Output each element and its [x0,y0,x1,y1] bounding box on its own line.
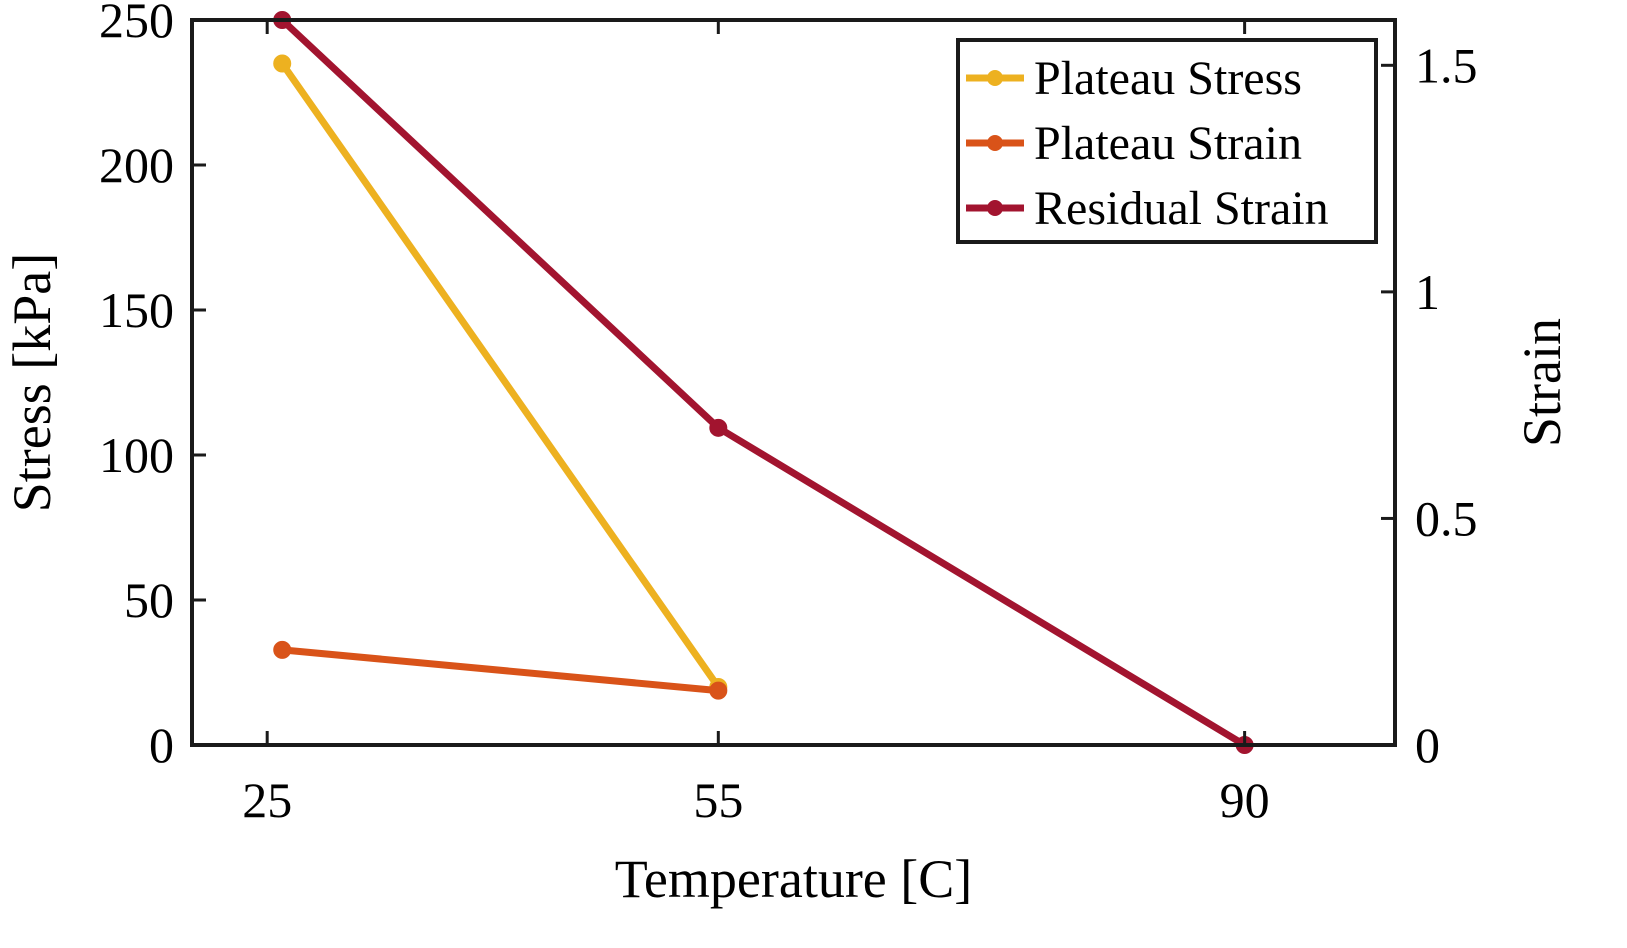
legend-label: Plateau Stress [1034,52,1302,105]
series-plateau-strain [273,640,728,700]
legend-label: Residual Strain [1034,182,1329,235]
legend-item-plateau-stress: Plateau Stress [966,52,1302,105]
tick-layer: 25 55 90 0 50 100 150 200 250 0 0.5 1 1.5 [99,0,1478,828]
series-line-plateau-stress [278,60,722,691]
data-point [273,640,292,659]
y-axis-right-title: Strain [1512,318,1572,447]
plot-area-frame [190,18,1397,747]
x-axis-title: Temperature [C] [615,849,973,909]
legend-swatch-marker [987,70,1003,86]
y-right-tick-label: 0.5 [1415,490,1478,546]
series-line-plateau-strain [278,646,722,695]
y-left-tick-label: 200 [99,137,174,193]
legend-box [956,38,1378,244]
y-left-tick-label: 100 [99,427,174,483]
x-tick-label: 90 [1220,772,1270,828]
x-tick-label: 55 [693,772,743,828]
legend-item-residual-strain: Residual Strain [966,182,1329,235]
data-point [709,681,728,700]
legend-item-plateau-strain: Plateau Strain [966,117,1302,170]
legend-swatch-marker [987,135,1003,151]
legend: Plateau Stress Plateau Strain Residual Str… [956,38,1378,244]
y-axis-left-title: Stress [kPa] [2,253,62,512]
x-tick-label: 25 [242,772,292,828]
y-right-tick-label: 1.5 [1415,37,1478,93]
y-right-tick-label: 0 [1415,717,1440,773]
data-point [709,418,728,437]
y-left-tick-label: 250 [99,0,174,48]
data-point [273,54,292,73]
legend-swatch-marker [987,200,1003,216]
y-left-tick-label: 0 [149,717,174,773]
legend-label: Plateau Strain [1034,117,1302,170]
y-left-tick-label: 50 [124,572,174,628]
y-left-tick-label: 150 [99,282,174,338]
y-right-tick-label: 1 [1415,264,1440,320]
